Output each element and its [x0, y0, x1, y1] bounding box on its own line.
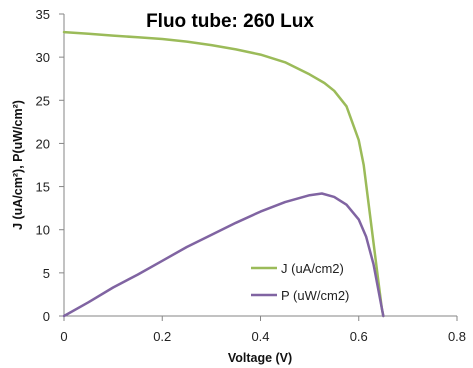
x-tick-label: 0.4	[251, 329, 269, 344]
y-tick-label: 25	[36, 93, 50, 108]
y-tick-label: 10	[36, 223, 50, 238]
series-line-1	[62, 192, 385, 318]
x-tick-label: 0.8	[448, 329, 466, 344]
x-tick-label: 0	[60, 329, 67, 344]
x-tick-label: 0.6	[350, 329, 368, 344]
plot-lines	[62, 30, 385, 318]
y-axis-title: J (uA/cm²), P(uW/cm²)	[11, 100, 25, 230]
x-axis-title: Voltage (V)	[228, 351, 292, 365]
y-tick-label: 35	[36, 7, 50, 22]
y-tick-label: 30	[36, 50, 50, 65]
series-line-0	[62, 30, 385, 318]
y-tick-label: 0	[43, 309, 50, 324]
chart-title: Fluo tube: 260 Lux	[146, 11, 314, 32]
legend-label: J (uA/cm2)	[281, 261, 344, 276]
x-axis: 0 0.2 0.4 0.6 0.8	[60, 315, 466, 344]
y-tick-label: 20	[36, 136, 50, 151]
legend-label: P (uW/cm2)	[281, 288, 349, 303]
x-tick-label: 0.2	[153, 329, 171, 344]
y-axis: 0 5 10 15 20 25 30 35	[36, 7, 65, 324]
legend: J (uA/cm2) P (uW/cm2)	[251, 261, 349, 303]
y-tick-label: 15	[36, 180, 50, 195]
y-tick-label: 5	[43, 266, 50, 281]
